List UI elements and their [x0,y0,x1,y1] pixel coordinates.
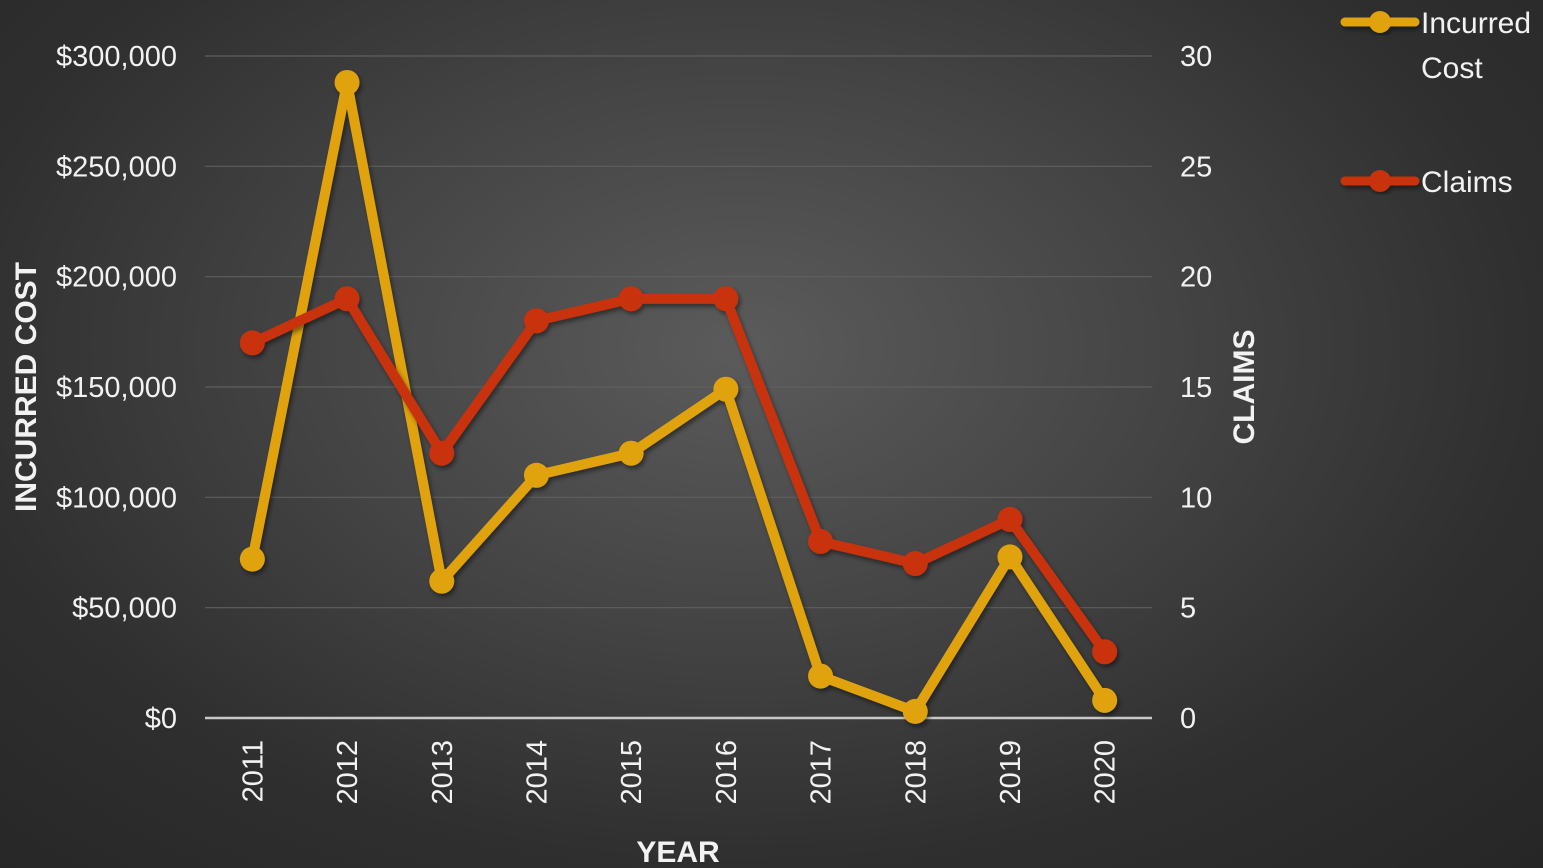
y-tick-label: $200,000 [56,262,177,294]
x-tick-label: 2013 [427,740,459,805]
y2-tick-label: 15 [1180,372,1212,404]
y2-tick-label: 20 [1180,262,1212,294]
y-tick-label: $300,000 [56,41,177,73]
y2-tick-label: 10 [1180,482,1212,514]
legend-label: Incurred [1421,7,1531,40]
legend: Incurred Cost Claims [1340,7,1531,199]
x-tick-label: 2012 [332,740,364,805]
y-tick-label: $150,000 [56,372,177,404]
x-tick-label: 2016 [711,740,743,805]
data-point-claims [997,506,1023,532]
data-point-incurred-cost [902,698,928,724]
x-tick-label: 2014 [521,740,553,805]
y2-axis-title: CLAIMS [1228,330,1261,445]
x-tick-label: 2015 [616,740,648,805]
series-line-claims [247,293,1110,657]
legend-swatch-marker [1369,170,1391,192]
data-point-claims [523,308,549,334]
data-point-claims [239,330,265,356]
data-point-incurred-cost [808,663,834,689]
data-point-incurred-cost [1092,687,1118,713]
series-incurred-cost [239,69,1118,724]
gridlines [205,55,1152,720]
data-point-claims [808,528,834,554]
x-axis-title: YEAR [636,836,720,868]
y2-tick-label: 30 [1180,41,1212,73]
data-point-incurred-cost [523,462,549,488]
y-tick-label: $0 [145,703,177,735]
data-point-claims [902,551,928,577]
data-point-incurred-cost [334,69,360,95]
x-tick-label: 2019 [995,740,1027,805]
y2-tick-label: 5 [1180,593,1196,625]
legend-swatch-marker [1369,11,1391,33]
legend-item-incurred-cost[interactable] [1340,11,1420,33]
legend-item-claims[interactable] [1340,170,1420,192]
y-axis-title: INCURRED COST [10,262,43,512]
data-point-claims [334,286,360,312]
series [239,69,1118,724]
data-point-incurred-cost [713,376,739,402]
x-axis-tick-labels: 2011 2012 2013 2014 2015 2016 2017 2018 2019 2020 [237,740,1121,805]
data-point-incurred-cost [618,440,644,466]
legend-label: Cost [1421,52,1483,85]
y-tick-label: $250,000 [56,151,177,183]
y2-tick-label: 0 [1180,703,1196,735]
left-axis-tick-labels: $0 $50,000 $100,000 $150,000 $200,000 $250,00… [56,41,177,735]
data-point-incurred-cost [997,544,1023,570]
series-claims [239,286,1118,665]
data-point-claims [618,286,644,312]
data-point-claims [429,440,455,466]
legend-label: Claims [1421,166,1513,199]
y-tick-label: $100,000 [56,482,177,514]
data-point-incurred-cost [239,546,265,572]
x-tick-label: 2017 [806,740,838,805]
data-point-claims [713,286,739,312]
series-line-incurred-cost [247,77,1110,717]
y-tick-label: $50,000 [72,593,177,625]
x-tick-label: 2018 [900,740,932,805]
data-point-claims [1092,639,1118,665]
data-point-incurred-cost [429,568,455,594]
right-axis-tick-labels: 0 5 10 15 20 25 30 [1180,41,1212,735]
x-tick-label: 2020 [1090,740,1122,805]
y2-tick-label: 25 [1180,151,1212,183]
x-tick-label: 2011 [237,740,269,802]
